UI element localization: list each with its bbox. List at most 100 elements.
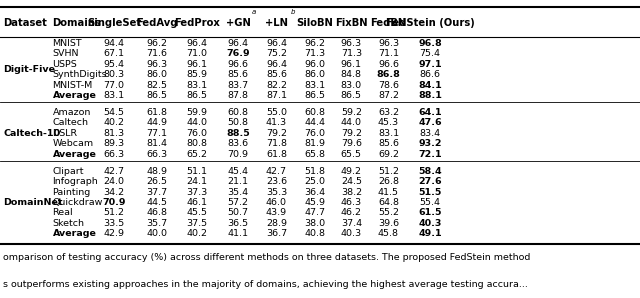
Text: 33.5: 33.5 xyxy=(103,219,125,228)
Text: 86.5: 86.5 xyxy=(187,91,207,100)
Text: 35.7: 35.7 xyxy=(146,219,168,228)
Text: 66.3: 66.3 xyxy=(103,150,125,159)
Text: 94.4: 94.4 xyxy=(104,39,124,48)
Text: 42.9: 42.9 xyxy=(104,229,124,238)
Text: 37.4: 37.4 xyxy=(340,219,362,228)
Text: 71.0: 71.0 xyxy=(187,49,207,58)
Text: 36.5: 36.5 xyxy=(227,219,249,228)
Text: 96.0: 96.0 xyxy=(305,60,325,69)
Text: Caltech: Caltech xyxy=(52,118,88,127)
Text: 40.3: 40.3 xyxy=(340,229,362,238)
Text: 61.5: 61.5 xyxy=(419,209,442,218)
Text: 36.7: 36.7 xyxy=(266,229,287,238)
Text: 77.0: 77.0 xyxy=(104,81,124,90)
Text: 60.8: 60.8 xyxy=(228,108,248,117)
Text: 85.9: 85.9 xyxy=(187,70,207,79)
Text: 60.8: 60.8 xyxy=(305,108,325,117)
Text: 75.4: 75.4 xyxy=(420,49,440,58)
Text: 84.1: 84.1 xyxy=(418,81,442,90)
Text: 57.2: 57.2 xyxy=(228,198,248,207)
Text: 54.5: 54.5 xyxy=(104,108,124,117)
Text: 72.1: 72.1 xyxy=(419,150,442,159)
Text: Infograph: Infograph xyxy=(52,177,98,186)
Text: 83.6: 83.6 xyxy=(227,139,249,148)
Text: 61.8: 61.8 xyxy=(147,108,167,117)
Text: SVHN: SVHN xyxy=(52,49,79,58)
Text: FedProx: FedProx xyxy=(174,18,220,28)
Text: 96.3: 96.3 xyxy=(340,39,362,48)
Text: Average: Average xyxy=(52,91,97,100)
Text: 47.6: 47.6 xyxy=(419,118,442,127)
Text: 41.5: 41.5 xyxy=(378,187,399,196)
Text: 70.9: 70.9 xyxy=(228,150,248,159)
Text: a: a xyxy=(252,9,257,15)
Text: USPS: USPS xyxy=(52,60,77,69)
Text: 45.5: 45.5 xyxy=(187,209,207,218)
Text: Painting: Painting xyxy=(52,187,91,196)
Text: Domains: Domains xyxy=(52,18,101,28)
Text: 95.4: 95.4 xyxy=(104,60,124,69)
Text: 96.4: 96.4 xyxy=(266,39,287,48)
Text: 86.0: 86.0 xyxy=(305,70,325,79)
Text: 89.3: 89.3 xyxy=(103,139,125,148)
Text: DSLR: DSLR xyxy=(52,129,77,138)
Text: 87.2: 87.2 xyxy=(378,91,399,100)
Text: 23.6: 23.6 xyxy=(266,177,287,186)
Text: 86.5: 86.5 xyxy=(305,91,325,100)
Text: 40.2: 40.2 xyxy=(187,229,207,238)
Text: 67.1: 67.1 xyxy=(104,49,124,58)
Text: 46.3: 46.3 xyxy=(340,198,362,207)
Text: 83.1: 83.1 xyxy=(378,129,399,138)
Text: 50.8: 50.8 xyxy=(228,118,248,127)
Text: 71.8: 71.8 xyxy=(266,139,287,148)
Text: 46.1: 46.1 xyxy=(187,198,207,207)
Text: MNIST: MNIST xyxy=(52,39,82,48)
Text: 87.8: 87.8 xyxy=(228,91,248,100)
Text: 45.4: 45.4 xyxy=(228,167,248,176)
Text: 40.2: 40.2 xyxy=(104,118,124,127)
Text: 40.3: 40.3 xyxy=(419,219,442,228)
Text: s outperforms existing approaches in the majority of domains, achieving the high: s outperforms existing approaches in the… xyxy=(3,280,528,289)
Text: 35.4: 35.4 xyxy=(227,187,249,196)
Text: 46.2: 46.2 xyxy=(341,209,362,218)
Text: Real: Real xyxy=(52,209,73,218)
Text: 64.8: 64.8 xyxy=(378,198,399,207)
Text: 86.5: 86.5 xyxy=(147,91,167,100)
Text: SiloBN: SiloBN xyxy=(296,18,333,28)
Text: 44.0: 44.0 xyxy=(341,118,362,127)
Text: 27.6: 27.6 xyxy=(419,177,442,186)
Text: Webcam: Webcam xyxy=(52,139,93,148)
Text: 86.5: 86.5 xyxy=(341,91,362,100)
Text: Dataset: Dataset xyxy=(3,18,47,28)
Text: 26.5: 26.5 xyxy=(147,177,167,186)
Text: 96.1: 96.1 xyxy=(187,60,207,69)
Text: 83.1: 83.1 xyxy=(103,91,125,100)
Text: 35.3: 35.3 xyxy=(266,187,287,196)
Text: 45.3: 45.3 xyxy=(378,118,399,127)
Text: 78.6: 78.6 xyxy=(378,81,399,90)
Text: 46.0: 46.0 xyxy=(266,198,287,207)
Text: 48.9: 48.9 xyxy=(147,167,167,176)
Text: 36.4: 36.4 xyxy=(304,187,326,196)
Text: 96.6: 96.6 xyxy=(228,60,248,69)
Text: 83.1: 83.1 xyxy=(304,81,326,90)
Text: 64.1: 64.1 xyxy=(419,108,442,117)
Text: 47.7: 47.7 xyxy=(305,209,325,218)
Text: b: b xyxy=(291,9,295,15)
Text: 55.0: 55.0 xyxy=(266,108,287,117)
Text: 45.9: 45.9 xyxy=(305,198,325,207)
Text: 42.7: 42.7 xyxy=(266,167,287,176)
Text: 88.1: 88.1 xyxy=(418,91,442,100)
Text: 55.2: 55.2 xyxy=(378,209,399,218)
Text: 49.2: 49.2 xyxy=(341,167,362,176)
Text: 37.3: 37.3 xyxy=(186,187,208,196)
Text: 81.3: 81.3 xyxy=(103,129,125,138)
Text: 86.0: 86.0 xyxy=(147,70,167,79)
Text: 25.0: 25.0 xyxy=(305,177,325,186)
Text: 80.8: 80.8 xyxy=(187,139,207,148)
Text: 71.3: 71.3 xyxy=(304,49,326,58)
Text: 76.0: 76.0 xyxy=(305,129,325,138)
Text: 79.2: 79.2 xyxy=(341,129,362,138)
Text: 96.3: 96.3 xyxy=(378,39,399,48)
Text: 50.7: 50.7 xyxy=(228,209,248,218)
